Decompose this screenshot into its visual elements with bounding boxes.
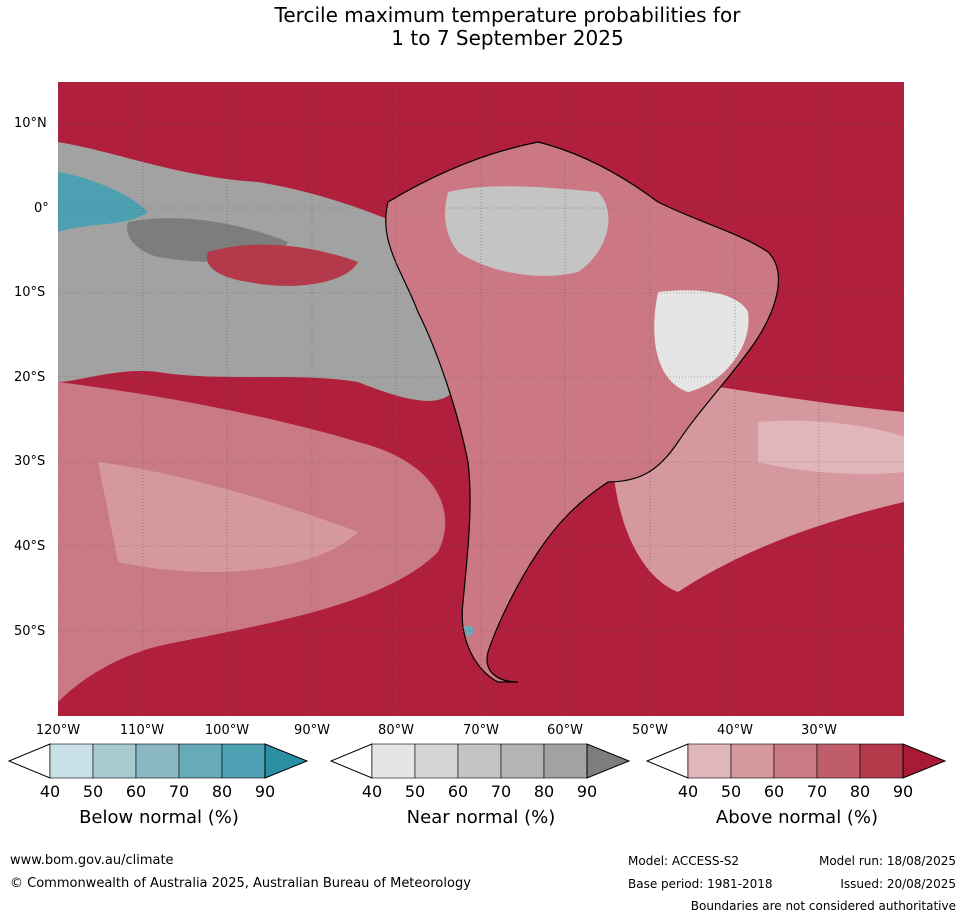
lat-label-0: 0° [34, 201, 49, 216]
colorbar-segment [414, 743, 459, 779]
lon-label-100w: 100°W [204, 723, 250, 738]
lon-label-30w: 30°W [801, 723, 837, 738]
disclaimer-text: Boundaries are not considered authoritat… [690, 899, 956, 913]
colorbar-tick-label: 50 [404, 782, 426, 801]
colorbar-segment [730, 743, 775, 779]
lon-label-70w: 70°W [463, 723, 499, 738]
colorbar-tick-label: 90 [576, 782, 598, 801]
below-normal-colorbar [8, 743, 309, 779]
title-line-1: Tercile maximum temperature probabilitie… [274, 3, 741, 27]
colorbar-tick-label: 80 [849, 782, 871, 801]
lon-label-90w: 90°W [294, 723, 330, 738]
colorbar-tick-label: 60 [763, 782, 785, 801]
colorbar-tick-label: 70 [168, 782, 190, 801]
colorbar-segment [773, 743, 818, 779]
colorbar-segment [221, 743, 266, 779]
colorbar-tick-label: 50 [82, 782, 104, 801]
south-america-land [385, 141, 779, 683]
near-normal-colorbar [330, 743, 631, 779]
colorbar-tick-label: 90 [254, 782, 276, 801]
colorbar-segment [135, 743, 180, 779]
colorbar-tick-label: 40 [677, 782, 699, 801]
colorbar-tick-label: 40 [39, 782, 61, 801]
lon-label-110w: 110°W [119, 723, 165, 738]
copyright-text: © Commonwealth of Australia 2025, Austra… [10, 876, 471, 891]
lat-label-10s: 10°S [14, 285, 46, 300]
brazil-near-normal-region [654, 290, 749, 392]
colorbar-high-arrow [264, 743, 309, 779]
website-text: www.bom.gov.au/climate [10, 853, 174, 868]
amazon-near-normal-region [445, 186, 609, 276]
lat-label-50s: 50°S [14, 624, 46, 639]
colorbar-low-arrow [330, 743, 373, 779]
lon-label-120w: 120°W [35, 723, 81, 738]
colorbar-tick-label: 60 [125, 782, 147, 801]
colorbar-segment [500, 743, 545, 779]
colorbar-tick-label: 80 [211, 782, 233, 801]
colorbar-high-arrow [902, 743, 947, 779]
colorbar-tick-label: 70 [806, 782, 828, 801]
base-period-text: Base period: 1981-2018 [628, 877, 773, 891]
lat-label-40s: 40°S [14, 539, 46, 554]
above-normal-atlantic-lightest [758, 420, 904, 474]
lat-label-10n: 10°N [14, 116, 47, 131]
colorbar-low-arrow [646, 743, 689, 779]
colorbar-segment [687, 743, 732, 779]
chart-title: Tercile maximum temperature probabilitie… [0, 4, 965, 50]
colorbar-segment [457, 743, 502, 779]
colorbar-segment [859, 743, 904, 779]
colorbar-tick-label: 70 [490, 782, 512, 801]
lat-label-30s: 30°S [14, 454, 46, 469]
colorbar-segment [816, 743, 861, 779]
colorbar-segment [92, 743, 137, 779]
lon-label-60w: 60°W [547, 723, 583, 738]
above-normal-lighter-band [98, 462, 358, 572]
colorbar-tick-label: 80 [533, 782, 555, 801]
near-normal-label: Near normal (%) [406, 807, 556, 828]
colorbar-tick-label: 90 [892, 782, 914, 801]
lat-label-20s: 20°S [14, 370, 46, 385]
colorbar-tick-label: 60 [447, 782, 469, 801]
graticule [58, 82, 904, 716]
above-normal-pacific-patch [207, 244, 358, 286]
issued-text: Issued: 20/08/2025 [840, 877, 956, 891]
above-normal-label: Above normal (%) [715, 807, 879, 828]
below-normal-label: Below normal (%) [79, 807, 239, 828]
patagonia-blue-spot [463, 625, 474, 637]
model-run-text: Model run: 18/08/2025 [818, 854, 956, 868]
colorbar-segment [371, 743, 416, 779]
colorbar-tick-label: 50 [720, 782, 742, 801]
model-text: Model: ACCESS-S2 [628, 854, 740, 868]
probability-map [58, 82, 904, 716]
lon-label-80w: 80°W [378, 723, 414, 738]
lon-label-40w: 40°W [717, 723, 753, 738]
below-normal-blue-patch [58, 172, 148, 232]
colorbar-segment [543, 743, 588, 779]
colorbar-high-arrow [586, 743, 631, 779]
colorbar-segment [178, 743, 223, 779]
colorbar-segment [49, 743, 94, 779]
lon-label-50w: 50°W [632, 723, 668, 738]
title-line-2: 1 to 7 September 2025 [391, 26, 624, 50]
above-normal-colorbar [646, 743, 947, 779]
colorbar-low-arrow [8, 743, 51, 779]
colorbar-tick-label: 40 [361, 782, 383, 801]
